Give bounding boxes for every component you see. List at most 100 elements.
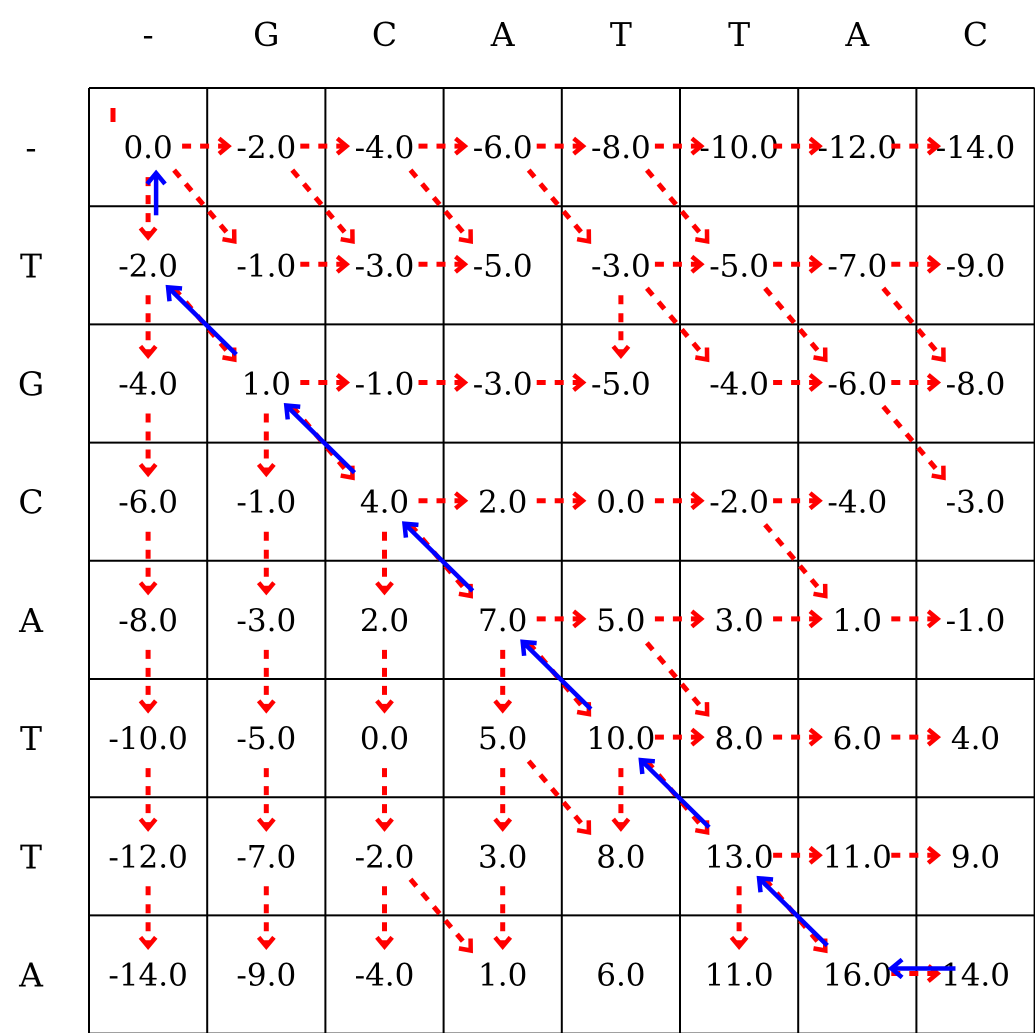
pointer-arrow-right [536,491,587,511]
score-cell: -7.0 [236,839,296,875]
pointer-arrow-right [891,254,942,274]
score-cell: 11.0 [823,839,892,875]
score-cell: -10.0 [699,130,779,166]
score-cell: 0.0 [123,130,172,166]
pointer-arrow-down [375,768,394,832]
score-cell: -9.0 [946,248,1006,284]
pointer-arrow-down [493,886,513,951]
pointer-arrow-right [773,373,823,392]
score-cell: -1.0 [946,603,1006,639]
score-cell: -6.0 [118,485,178,521]
pointer-arrow-diagonal [644,168,710,244]
score-cell: 0.0 [360,721,409,757]
pointer-arrow-right [654,491,705,511]
column-header: A [490,15,516,54]
score-cell: 5.0 [478,721,527,757]
pointer-arrow-right [773,491,823,511]
score-cell: 13.0 [705,839,774,875]
score-cell: 6.0 [596,958,645,994]
score-cell: -5.0 [236,721,296,757]
score-cell: 1.0 [242,367,291,403]
matrix-grid [88,87,1035,1033]
pointer-arrow-diagonal [290,168,355,244]
score-cell: -14.0 [108,958,188,994]
score-cell: 7.0 [478,603,527,639]
pointer-arrow-down [138,413,158,478]
pointer-arrow-right [418,136,469,156]
score-cell: 1.0 [478,958,527,994]
row-header: C [18,483,43,522]
score-cell: -8.0 [591,130,651,166]
pointer-arrow-diagonal [763,523,828,599]
score-cell: -1.0 [236,485,296,521]
score-cell: -2.0 [355,839,415,875]
pointer-arrow-down [138,295,158,360]
traceback-arrow [756,875,829,948]
traceback-arrow [887,957,956,980]
score-cell: -3.0 [946,485,1006,521]
score-cell: -2.0 [118,248,178,284]
score-cell: 14.0 [941,958,1010,994]
pointer-arrow-down [256,413,276,478]
pointer-arrow-down [493,649,513,714]
traceback-arrow [401,521,475,593]
score-cell: -12.0 [108,839,188,875]
pointer-arrow-diagonal [526,759,592,835]
pointer-arrow-right [891,845,942,865]
pointer-arrow-diagonal [881,404,946,481]
column-header: - [143,15,154,54]
row-header: G [18,365,44,404]
row-header: A [18,601,44,640]
pointer-arrow-right [891,373,942,392]
score-cell: -5.0 [591,367,651,403]
pointer-arrow-right [300,136,351,156]
pointer-arrow-right [418,254,469,274]
pointer-arrow-down [256,531,276,596]
pointer-arrow-down [138,177,158,241]
score-cell: 8.0 [596,839,645,875]
score-cell: 1.0 [833,603,882,639]
score-cell: -9.0 [236,958,296,994]
column-header: T [728,15,750,54]
row-header: T [20,246,42,285]
score-cell: 10.0 [586,721,655,757]
pointer-arrow-down [375,531,394,596]
pointer-arrow-right [773,727,823,747]
pointer-arrow-diagonal [172,168,237,244]
pointer-arrow-down [493,768,513,832]
traceback-arrow [145,169,167,216]
row-headers: - T G C A T T A [18,128,44,994]
pointer-arrow-down [256,768,276,832]
pointer-arrow-right [654,136,705,156]
score-cell: -1.0 [355,367,415,403]
score-cell: -5.0 [473,248,533,284]
score-cell: -10.0 [108,721,188,757]
pointer-arrow-right [891,609,942,629]
pointer-arrow-diagonal [408,877,473,954]
column-header: A [844,15,870,54]
pointer-arrow-right [418,373,469,392]
pointer-arrow-right [300,373,351,392]
pointer-arrow-down [138,531,158,596]
pointer-arrow-right [773,845,823,865]
pointer-arrow-right [773,254,823,274]
score-cell: -2.0 [709,485,769,521]
row-header: T [20,719,42,758]
score-cell: -4.0 [355,130,415,166]
pointer-arrow-diagonal [881,286,946,363]
pointer-arrow-right [182,136,232,156]
score-cell: -2.0 [236,130,296,166]
score-cell: -8.0 [118,603,178,639]
score-cell: -3.0 [236,603,296,639]
pointer-arrow-down [729,886,749,951]
pointer-arrow-right [418,491,469,511]
pointer-arrow-right [654,609,705,629]
score-cell: 9.0 [951,839,1000,875]
traceback-path [145,169,956,980]
score-cell: 6.0 [833,721,882,757]
pointer-arrow-diagonal [644,286,710,363]
pointer-arrow-diagonal [408,168,473,244]
pointer-arrow-down [611,295,631,360]
score-cell: 11.0 [705,958,774,994]
